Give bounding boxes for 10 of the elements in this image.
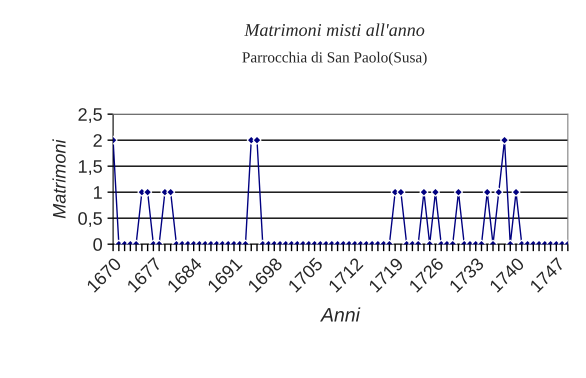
- chart-subtitle: Parrocchia di San Paolo(Susa): [242, 52, 427, 66]
- y-tick-label: 1: [94, 186, 102, 199]
- y-tick-label: 0: [93, 238, 102, 251]
- x-axis-title: Anni: [320, 307, 360, 322]
- y-axis-title: Matrimoni: [52, 139, 66, 218]
- y-tick-label: 0,5: [78, 212, 102, 228]
- y-tick-label: 1,5: [78, 160, 102, 176]
- y-tick-label: 2,5: [78, 108, 102, 124]
- y-tick-label: 2: [94, 134, 102, 147]
- chart-title: Matrimoni misti all'anno: [244, 23, 424, 36]
